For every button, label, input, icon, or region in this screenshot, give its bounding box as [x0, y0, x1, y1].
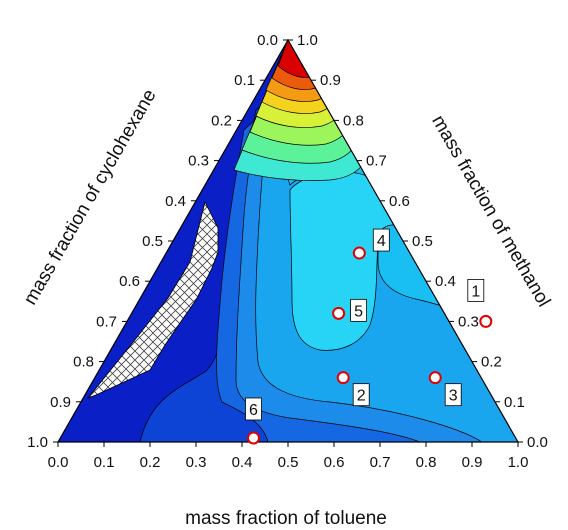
point-label-box [372, 228, 390, 252]
tick-label-cyclohexane: 0.6 [119, 273, 140, 290]
tick-label-cyclohexane: 0.2 [211, 112, 232, 129]
point-label-box [467, 278, 485, 302]
tick-label-cyclohexane: 0.5 [142, 233, 163, 250]
point-label-3: 3 [449, 388, 458, 405]
tick-label-methanol: 1.0 [297, 32, 318, 49]
tick-label-methanol: 0.6 [389, 193, 410, 210]
point-label-1: 1 [471, 283, 480, 300]
point-label-2: 2 [357, 388, 366, 405]
tick-label-methanol: 0.8 [343, 112, 364, 129]
tick-label-toluene: 0.7 [370, 454, 391, 471]
tick-label-methanol: 0.5 [412, 233, 433, 250]
tick-label-cyclohexane: 0.0 [257, 32, 278, 49]
point-label-5: 5 [354, 303, 363, 320]
data-point-6 [247, 431, 260, 445]
point-label-4: 4 [377, 233, 386, 250]
tick-label-cyclohexane: 0.4 [165, 193, 186, 210]
tick-label-toluene: 0.2 [140, 454, 161, 471]
tick-label-toluene: 0.6 [324, 454, 345, 471]
hatched-region [86, 200, 219, 399]
tick-label-methanol: 0.0 [527, 434, 548, 451]
point-label-box [444, 383, 462, 407]
tick-label-toluene: 0.3 [186, 454, 207, 471]
tick-label-toluene: 0.8 [416, 454, 437, 471]
axis-title-toluene: mass fraction of toluene [185, 508, 387, 529]
point-label-box [350, 298, 368, 322]
tick-label-methanol: 0.2 [481, 354, 502, 371]
data-point-1 [479, 314, 493, 328]
tick-label-toluene: 0.1 [94, 454, 115, 471]
data-point-3 [428, 371, 442, 385]
tick-label-methanol: 0.1 [504, 394, 525, 411]
sample-points: 1 2 3 4 5 6 [245, 228, 493, 445]
tick-label-cyclohexane: 1.0 [27, 434, 48, 451]
data-point-2 [336, 371, 350, 385]
tick-label-methanol: 0.4 [435, 273, 456, 290]
tick-label-toluene: 0.0 [48, 454, 69, 471]
point-label-6: 6 [249, 402, 258, 419]
tick-label-toluene: 0.9 [462, 454, 483, 471]
data-point-4 [352, 246, 366, 260]
tick-label-cyclohexane: 0.8 [73, 354, 94, 371]
tick-label-methanol: 0.3 [458, 313, 479, 330]
tick-label-cyclohexane: 0.3 [188, 153, 209, 170]
tick-label-toluene: 0.4 [232, 454, 253, 471]
tick-layer: 0.0 0.1 0.2 0.3 0.4 0.5 0.6 0.7 0.8 0.9 1.00.00.10… [27, 32, 548, 471]
tick-label-methanol: 0.7 [366, 153, 387, 170]
tick-label-cyclohexane: 0.7 [96, 313, 117, 330]
tick-label-toluene: 0.5 [278, 454, 299, 471]
tick-label-methanol: 0.9 [320, 72, 341, 89]
tick-label-toluene: 1.0 [508, 454, 529, 471]
tick-label-cyclohexane: 0.1 [234, 72, 255, 89]
tick-label-cyclohexane: 0.9 [50, 394, 71, 411]
point-label-box [352, 383, 370, 407]
data-point-5 [332, 306, 346, 320]
point-label-box [245, 397, 262, 421]
